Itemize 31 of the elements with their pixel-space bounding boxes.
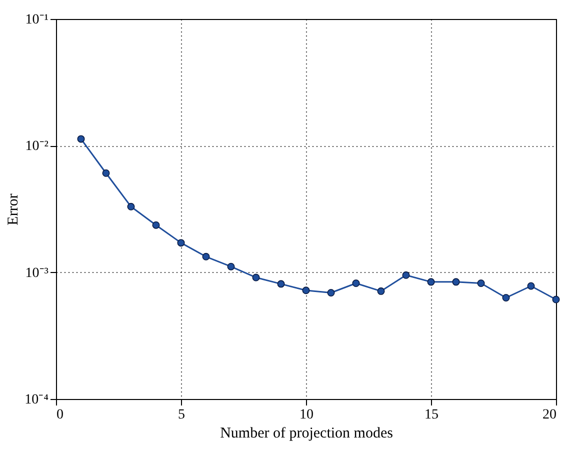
point xyxy=(402,271,410,279)
y-tick-label: 10⁻² xyxy=(25,139,48,154)
x-tick-label: 0 xyxy=(56,408,64,422)
point xyxy=(77,135,85,143)
point xyxy=(352,280,360,287)
point xyxy=(427,278,435,286)
y-tick-label: 10⁻⁴ xyxy=(24,392,49,408)
point xyxy=(252,274,260,282)
point xyxy=(452,278,460,286)
point xyxy=(552,296,560,304)
x-tick-label: 5 xyxy=(178,408,185,422)
point xyxy=(177,239,185,247)
x-tick-label: 20 xyxy=(542,408,556,422)
point xyxy=(102,169,110,177)
point xyxy=(202,252,210,260)
point xyxy=(277,280,285,288)
x-tick-label: 15 xyxy=(424,408,438,422)
point xyxy=(377,287,385,295)
point xyxy=(227,262,235,270)
y-axis-title: Error xyxy=(6,194,22,226)
point xyxy=(527,282,535,290)
x-tick-label: 10 xyxy=(300,408,314,422)
point xyxy=(302,286,310,294)
point xyxy=(127,202,135,210)
point xyxy=(152,221,160,229)
x-axis-title: Number of projection modes xyxy=(220,426,394,442)
point xyxy=(327,289,335,296)
point xyxy=(502,294,510,302)
point xyxy=(477,280,485,287)
y-tick-label: 10⁻³ xyxy=(25,266,48,281)
y-tick-label: 10⁻¹ xyxy=(25,12,48,28)
